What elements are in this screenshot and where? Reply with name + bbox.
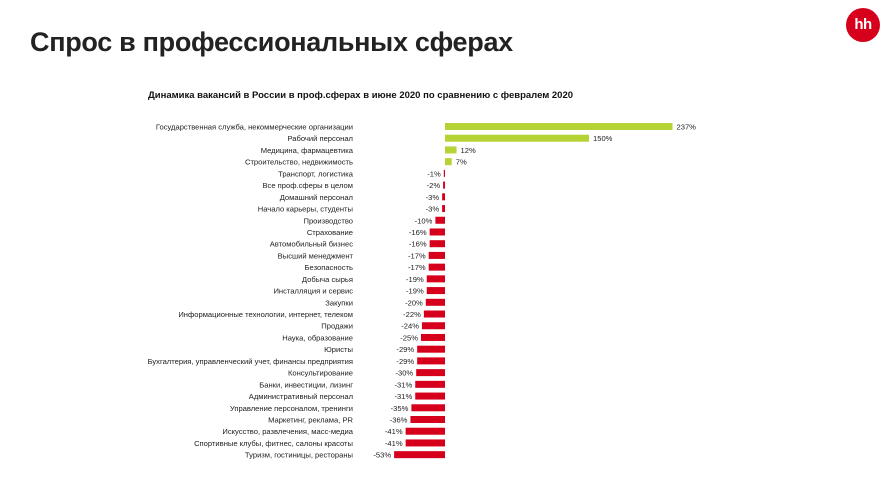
bar (426, 275, 445, 283)
category-label: Юристы (324, 345, 353, 354)
value-label: -36% (390, 416, 408, 425)
bar (416, 369, 445, 377)
bar (410, 416, 445, 423)
bar (405, 427, 445, 435)
bar (429, 240, 445, 248)
category-label: Производство (303, 216, 353, 225)
bar (443, 181, 445, 189)
value-label: 12% (461, 146, 476, 155)
value-label: -35% (391, 404, 409, 413)
category-label: Автомобильный бизнес (270, 240, 353, 249)
category-label: Рабочий персонал (287, 134, 353, 143)
category-label: Высший менеджмент (278, 251, 354, 260)
category-label: Государственная служба, некоммерческие о… (156, 123, 353, 132)
category-label: Маркетинг, реклама, PR (268, 416, 353, 425)
bar (421, 333, 445, 341)
value-label: -30% (395, 369, 413, 378)
value-label: -29% (396, 357, 414, 366)
bar (445, 158, 452, 166)
bar (442, 205, 445, 213)
value-label: -53% (373, 451, 391, 460)
bar (428, 251, 445, 259)
category-label: Добыча сырья (302, 275, 353, 284)
value-label: -24% (401, 322, 419, 331)
value-label: -3% (426, 205, 440, 214)
category-label: Закупки (325, 298, 353, 307)
category-label: Управление персоналом, тренинги (230, 404, 353, 413)
value-label: -1% (427, 169, 441, 178)
category-label: Туризм, гостиницы, рестораны (245, 451, 353, 460)
category-label: Безопасность (305, 263, 353, 272)
category-label: Наука, образование (282, 333, 353, 342)
value-label: -29% (396, 345, 414, 354)
bar (445, 146, 457, 154)
value-label: -31% (395, 392, 413, 401)
value-label: -19% (406, 287, 424, 296)
category-label: Медицина, фармацевтика (261, 146, 354, 155)
category-label: Транспорт, логистика (278, 169, 354, 178)
category-label: Все проф.сферы в целом (262, 181, 353, 190)
value-label: -19% (406, 275, 424, 284)
category-label: Бухгалтерия, управленческий учет, финанс… (148, 357, 353, 366)
value-label: -2% (427, 181, 441, 190)
bar (405, 439, 445, 447)
bar (429, 228, 445, 236)
category-label: Административный персонал (249, 392, 353, 401)
category-label: Банки, инвестиции, лизинг (259, 380, 353, 389)
category-label: Начало карьеры, студенты (258, 205, 353, 214)
bar (417, 345, 445, 353)
bar (426, 287, 445, 295)
value-label: -16% (409, 228, 427, 237)
category-label: Продажи (321, 322, 353, 331)
category-label: Искусство, развлечения, масс-медиа (222, 427, 353, 436)
value-label: -17% (408, 263, 426, 272)
value-label: -16% (409, 240, 427, 249)
value-label: 7% (456, 158, 467, 167)
bar (417, 357, 445, 365)
value-label: -17% (408, 251, 426, 260)
value-label: 150% (593, 134, 613, 143)
category-label: Домашний персонал (280, 193, 353, 202)
value-label: -10% (415, 216, 433, 225)
bar (445, 134, 589, 142)
value-label: -31% (395, 380, 413, 389)
bar (411, 404, 445, 412)
bar (425, 298, 445, 306)
category-label: Строительство, недвижимость (245, 158, 353, 167)
value-label: -41% (385, 427, 403, 436)
bar (428, 263, 445, 271)
bar (435, 216, 445, 224)
category-label: Инсталляция и сервис (273, 287, 353, 296)
bar (415, 392, 445, 400)
value-label: -20% (405, 298, 423, 307)
value-label: -25% (400, 333, 418, 342)
bar (443, 169, 445, 177)
bar (442, 193, 445, 201)
bar (421, 322, 445, 330)
value-label: 237% (677, 123, 697, 132)
value-label: -22% (403, 310, 421, 319)
bar (415, 380, 445, 388)
category-label: Спортивные клубы, фитнес, салоны красоты (194, 439, 353, 448)
hh-logo: hh (846, 8, 880, 42)
category-label: Информационные технологии, интернет, тел… (178, 310, 353, 319)
category-label: Консультирование (288, 369, 353, 378)
page-title: Спрос в профессиональных сферах (30, 27, 513, 57)
bar (423, 310, 445, 318)
chart-title: Динамика вакансий в России в проф.сферах… (148, 90, 574, 101)
bar (394, 451, 445, 459)
category-label: Страхование (307, 228, 353, 237)
bar (445, 123, 673, 130)
value-label: -41% (385, 439, 403, 448)
value-label: -3% (426, 193, 440, 202)
